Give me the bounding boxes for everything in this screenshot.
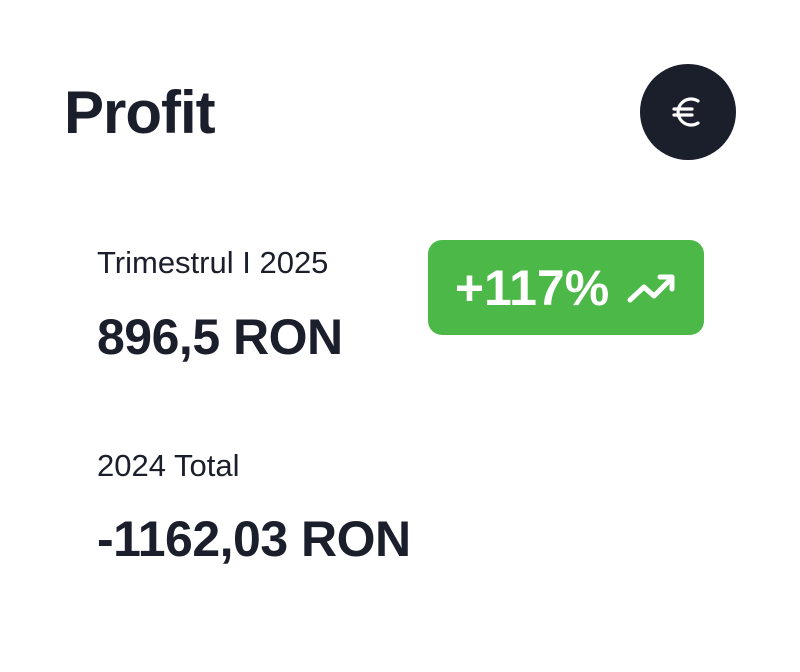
- previous-period-value: -1162,03 RON: [97, 511, 411, 567]
- current-period-value: 896,5 RON: [97, 309, 343, 365]
- currency-button[interactable]: [640, 64, 736, 160]
- current-period-label: Trimestrul I 2025: [97, 245, 329, 280]
- euro-icon: [672, 97, 700, 127]
- change-badge: +117%: [428, 240, 704, 335]
- trending-up-icon: [627, 274, 675, 302]
- card-title: Profit: [64, 79, 216, 146]
- previous-period-label: 2024 Total: [97, 448, 240, 483]
- change-percent: +117%: [454, 259, 610, 316]
